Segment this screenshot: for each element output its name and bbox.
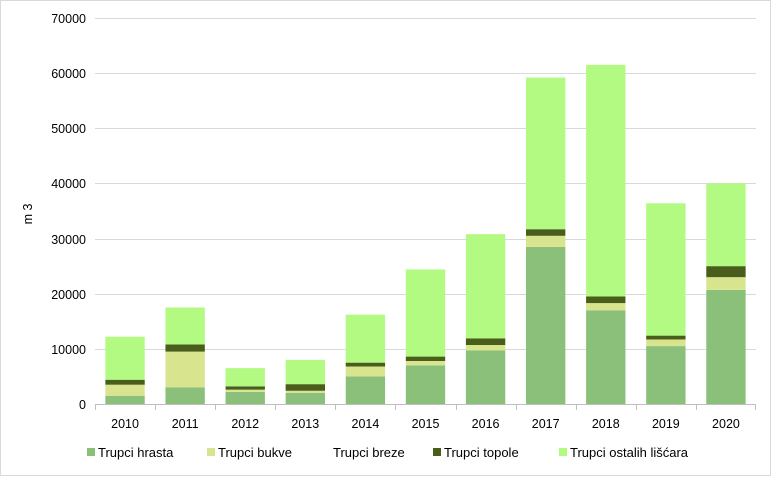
y-tick-label: 20000: [51, 288, 86, 302]
bar-segment-trupci-hrasta-2019: [646, 346, 686, 404]
bar-segment-trupci-bukve-2013: [285, 390, 325, 393]
bar-segment-trupci-bukve-2011: [165, 351, 205, 388]
bar-segment-trupci-ostalih-li-ara-2013: [285, 359, 325, 385]
bar-segment-trupci-bukve-2014: [345, 366, 386, 377]
bar-segment-trupci-ostalih-li-ara-2014: [345, 314, 386, 363]
legend-label: Trupci bukve: [218, 445, 292, 460]
bar-segment-trupci-bukve-2017: [526, 235, 566, 247]
bars: [105, 64, 746, 404]
x-tick-label: 2012: [231, 417, 259, 431]
bar-segment-trupci-ostalih-li-ara-2011: [165, 307, 205, 345]
x-tick-label: 2019: [652, 417, 680, 431]
bar-segment-trupci-bukve-2010: [105, 384, 145, 396]
bar-segment-trupci-bukve-2015: [405, 360, 446, 366]
bar-segment-trupci-bukve-2012: [225, 389, 265, 392]
y-tick-label: 40000: [51, 177, 86, 191]
bar-segment-trupci-topole-2013: [285, 384, 325, 391]
legend-swatch: [433, 448, 441, 456]
bar-segment-trupci-topole-2014: [345, 362, 386, 367]
x-tick-label: 2013: [291, 417, 319, 431]
y-tick-label: 60000: [51, 67, 86, 81]
bar-segment-trupci-hrasta-2013: [285, 392, 325, 404]
bar-segment-trupci-hrasta-2011: [165, 387, 205, 404]
bar-segment-trupci-topole-2016: [465, 338, 506, 345]
bar-segment-trupci-topole-2010: [105, 379, 145, 385]
legend-swatch: [559, 448, 567, 456]
legend-label: Trupci topole: [444, 445, 519, 460]
bar-segment-trupci-topole-2019: [646, 335, 686, 340]
x-tick-label: 2018: [592, 417, 620, 431]
axes: 0 10000 20000 30000 40000 50000 60000 70000 2010…: [51, 12, 756, 431]
bar-segment-trupci-bukve-2016: [465, 344, 506, 351]
legend-label: Trupci breze: [333, 445, 405, 460]
legend-swatch: [207, 448, 215, 456]
bar-segment-trupci-hrasta-2012: [225, 391, 265, 404]
bar-segment-trupci-hrasta-2010: [105, 395, 145, 404]
legend-swatch: [322, 448, 330, 456]
legend-swatch: [87, 448, 95, 456]
legend-label: Trupci ostalih lišćara: [570, 445, 689, 460]
y-tick-label: 70000: [51, 12, 86, 26]
y-tick-label: 10000: [51, 343, 86, 357]
bar-segment-trupci-ostalih-li-ara-2012: [225, 368, 265, 387]
x-tick-label: 2017: [532, 417, 560, 431]
y-tick-label: 0: [79, 398, 86, 412]
x-tick-label: 2015: [412, 417, 440, 431]
bar-segment-trupci-ostalih-li-ara-2018: [586, 64, 626, 297]
bar-segment-trupci-ostalih-li-ara-2016: [465, 234, 506, 339]
bar-segment-trupci-ostalih-li-ara-2015: [405, 269, 446, 357]
legend-item: Trupci topole: [433, 445, 519, 460]
y-tick-label: 30000: [51, 233, 86, 247]
bar-segment-trupci-bukve-2018: [586, 303, 626, 311]
bar-segment-trupci-ostalih-li-ara-2017: [526, 77, 566, 230]
bar-segment-trupci-hrasta-2016: [465, 350, 506, 404]
bar-segment-trupci-ostalih-li-ara-2020: [706, 183, 746, 267]
bar-segment-trupci-hrasta-2017: [526, 246, 566, 404]
bar-segment-trupci-topole-2011: [165, 344, 205, 352]
bar-segment-trupci-topole-2015: [405, 356, 446, 361]
bar-segment-trupci-topole-2020: [706, 266, 746, 278]
x-tick-label: 2014: [352, 417, 380, 431]
x-tick-label: 2011: [172, 417, 199, 431]
bar-segment-trupci-hrasta-2018: [586, 310, 626, 404]
bar-segment-trupci-ostalih-li-ara-2010: [105, 336, 145, 380]
legend-label: Trupci hrasta: [98, 445, 174, 460]
bar-segment-trupci-bukve-2019: [646, 339, 686, 347]
x-tick-label: 2020: [712, 417, 740, 431]
bar-segment-trupci-hrasta-2020: [706, 289, 746, 404]
bar-segment-trupci-topole-2012: [225, 386, 265, 390]
gridlines: [95, 18, 756, 350]
legend-item: Trupci ostalih lišćara: [559, 445, 689, 460]
legend-item: Trupci hrasta: [87, 445, 174, 460]
x-tick-label: 2010: [111, 417, 139, 431]
bar-segment-trupci-hrasta-2015: [405, 365, 446, 404]
bar-segment-trupci-hrasta-2014: [345, 376, 386, 404]
legend: Trupci hrasta Trupci bukve Trupci breze Tru…: [87, 445, 689, 460]
bar-segment-trupci-ostalih-li-ara-2019: [646, 203, 686, 336]
bar-segment-trupci-topole-2018: [586, 296, 626, 304]
y-axis-title: m 3: [21, 204, 35, 225]
x-tick-label: 2016: [472, 417, 500, 431]
legend-item: Trupci breze: [322, 445, 405, 460]
bar-segment-trupci-bukve-2020: [706, 277, 746, 290]
legend-item: Trupci bukve: [207, 445, 292, 460]
bar-segment-trupci-topole-2017: [526, 229, 566, 236]
y-tick-label: 50000: [51, 122, 86, 136]
